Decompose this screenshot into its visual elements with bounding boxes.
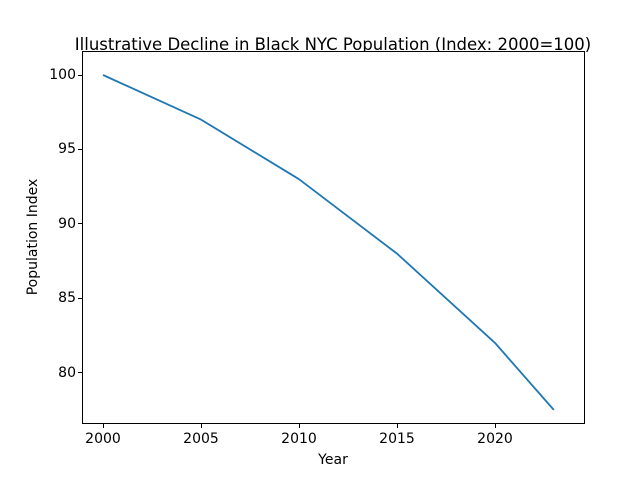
y-tick-label: 100	[49, 67, 76, 83]
y-tick-label: 80	[58, 364, 76, 381]
x-tick-label: 2005	[183, 431, 219, 447]
y-tick-mark	[78, 372, 82, 374]
x-axis-label: Year	[318, 452, 348, 468]
x-tick-mark	[200, 424, 202, 428]
plot-area	[82, 51, 585, 424]
y-axis-label: Population Index	[25, 178, 41, 296]
x-tick-label: 2010	[281, 431, 317, 447]
x-tick-label: 2020	[477, 431, 513, 447]
y-tick-mark	[78, 223, 82, 225]
chart-title: Illustrative Decline in Black NYC Popula…	[74, 35, 592, 54]
y-tick-label: 95	[58, 141, 76, 158]
y-tick-mark	[78, 148, 82, 150]
x-tick-mark	[102, 424, 104, 428]
x-tick-label: 2015	[379, 431, 415, 447]
x-tick-mark	[298, 424, 300, 428]
y-tick-mark	[78, 297, 82, 299]
y-tick-mark	[78, 74, 82, 76]
x-tick-mark	[396, 424, 398, 428]
x-tick-mark	[494, 424, 496, 428]
x-tick-label: 2000	[85, 431, 121, 447]
y-tick-label: 85	[58, 290, 76, 307]
y-tick-label: 90	[58, 215, 76, 232]
